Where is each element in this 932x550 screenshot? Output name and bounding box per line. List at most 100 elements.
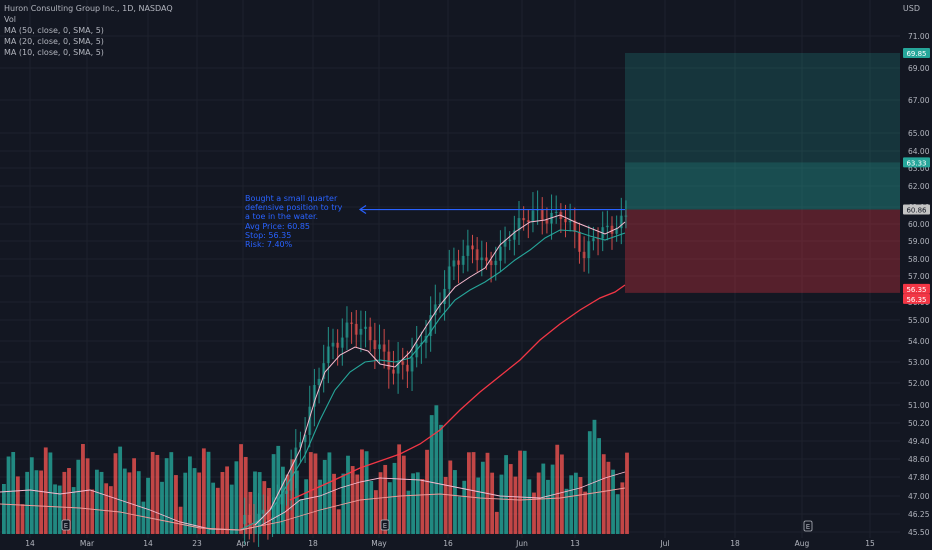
note-line: Avg Price: 60.85: [245, 221, 311, 231]
volume-bar: [188, 456, 192, 534]
price-badge: 56.35: [903, 293, 930, 304]
currency-label[interactable]: USD: [902, 4, 920, 13]
volume-bar: [136, 471, 141, 534]
earnings-icon: E: [61, 519, 71, 531]
volume-bar: [164, 458, 169, 534]
volume-bar: [39, 470, 43, 534]
volume-bar: [429, 415, 434, 534]
price-badge-bg: [903, 283, 930, 294]
volume-bar: [211, 482, 216, 534]
volume-bar: [290, 459, 295, 534]
volume-bar: [499, 474, 504, 534]
candle-body: [564, 218, 567, 223]
volume-bar: [304, 479, 309, 534]
candle-body: [452, 260, 456, 267]
volume-bar: [53, 484, 57, 534]
time-axis[interactable]: 14 Mar 14 23 Apr 18 May 16 Jun 13 Jul 18 Aug 15: [25, 539, 875, 548]
ma20-line: [239, 229, 626, 531]
volume-bar: [239, 444, 243, 534]
price-tick-label: 51.00: [908, 401, 930, 410]
volume-bar: [439, 424, 443, 534]
volume-bar: [592, 419, 597, 534]
candle-body: [526, 220, 530, 222]
volume-bar: [313, 453, 318, 534]
volume-bar: [95, 469, 99, 534]
volume-bar: [234, 461, 239, 534]
volume-bar: [392, 462, 397, 534]
earnings-icon-letter: E: [806, 523, 810, 531]
volume-bar: [471, 452, 476, 534]
volume-bar: [225, 466, 229, 534]
candle-body: [368, 326, 372, 341]
note-line: a toe in the water.: [245, 212, 319, 222]
candle-body: [312, 385, 316, 407]
legend-ma50[interactable]: MA (50, close, 0, SMA, 5): [4, 26, 104, 35]
legend-vol[interactable]: Vol: [4, 15, 16, 24]
volume-bar: [169, 452, 174, 534]
candle-body: [531, 210, 535, 222]
price-tick-label: 45.50: [908, 528, 930, 537]
price-tick-label: 57.00: [908, 272, 930, 281]
price-tick-label: 65.00: [908, 129, 930, 138]
price-tick-label: 48.60: [908, 455, 930, 464]
volume-bar: [113, 453, 118, 534]
candle-body: [512, 230, 516, 240]
earnings-icon: E: [380, 519, 390, 531]
volume-bar: [401, 455, 406, 534]
price-badge-label: 69.85: [906, 50, 926, 58]
candle-body: [591, 238, 595, 242]
volume-bar: [327, 452, 332, 534]
candle-body: [582, 251, 586, 259]
volume-bar: [141, 501, 146, 534]
annotation-note[interactable]: Bought a small quarter defensive positio…: [245, 194, 342, 249]
price-axis[interactable]: 71.0069.0067.0065.0064.0063.0062.0061.00…: [903, 32, 930, 537]
earnings-icon-letter: E: [383, 522, 387, 530]
time-tick-label: 13: [570, 539, 580, 548]
candle-body: [364, 326, 368, 329]
candle-body: [461, 255, 465, 265]
volume-bar: [406, 490, 411, 534]
note-line: Stop: 56.35: [245, 230, 292, 240]
volume-bar: [555, 444, 560, 534]
candle-body: [350, 322, 354, 324]
volume-bar: [397, 444, 402, 534]
long-position-tool[interactable]: [625, 53, 900, 293]
profit-zone-lower[interactable]: [625, 162, 900, 210]
volume-bar: [2, 484, 6, 534]
candle-body: [624, 215, 628, 217]
profit-zone-upper[interactable]: [625, 53, 900, 163]
volume-bar: [6, 456, 11, 534]
vol-ma-line-2: [0, 487, 626, 531]
legend-ma20[interactable]: MA (20, close, 0, SMA, 5): [4, 37, 104, 46]
candle-body: [247, 514, 251, 523]
candle-body: [619, 215, 623, 229]
volume-bar: [322, 459, 327, 534]
legend-ma10[interactable]: MA (10, close, 0, SMA, 5): [4, 48, 104, 57]
time-tick-label: 18: [308, 539, 318, 548]
candle-body: [396, 361, 400, 374]
candle-body: [540, 208, 544, 220]
candle-body: [336, 342, 340, 348]
entry-arrow[interactable]: [358, 205, 625, 215]
candle-body: [573, 220, 577, 232]
time-tick-label: Jul: [659, 539, 669, 548]
candle-body: [554, 211, 558, 213]
volume-bar: [183, 472, 188, 534]
volume-bar: [364, 451, 369, 534]
candle-body: [605, 225, 609, 228]
volume-bar: [174, 475, 178, 534]
candle-body: [261, 509, 265, 514]
symbol-title[interactable]: Huron Consulting Group Inc., 1D, NASDAQ: [4, 4, 173, 13]
time-tick-label: 23: [192, 539, 202, 548]
time-tick-label: Apr: [237, 539, 251, 548]
volume-bar: [25, 471, 30, 534]
loss-zone[interactable]: [625, 209, 900, 293]
candle-body: [373, 340, 377, 350]
moving-averages: [0, 214, 626, 531]
time-tick-label: 14: [143, 539, 153, 548]
volume-bar: [318, 479, 322, 534]
candle-body: [298, 442, 302, 448]
volume-bar: [201, 448, 206, 534]
